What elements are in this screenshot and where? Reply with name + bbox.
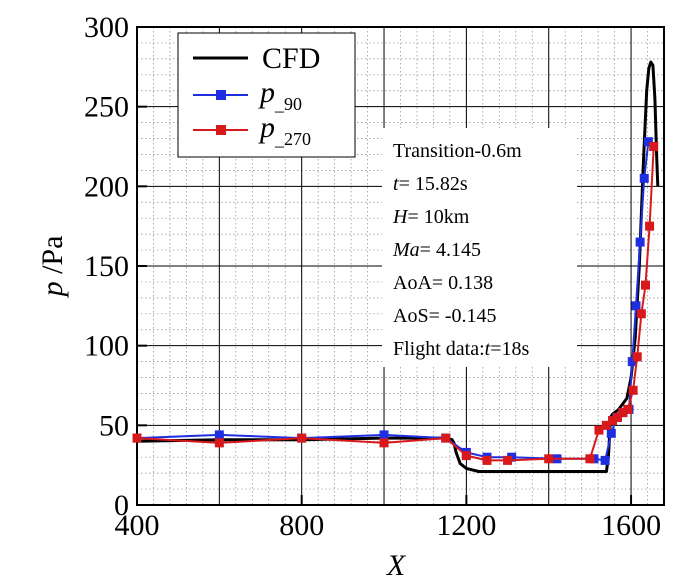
annotation-aos: AoS= -0.145 [393, 305, 497, 327]
legend-label-p270-sub: _270 [274, 129, 311, 149]
data-point-p270 [482, 455, 492, 465]
legend-marker-p90 [216, 90, 226, 100]
data-point-p90 [643, 137, 653, 147]
annotation-flight-data: Flight data:t=18s [393, 338, 530, 360]
x-tick-labels: 400 800 1200 1600 [115, 509, 662, 542]
legend-marker-p270 [216, 125, 226, 135]
series-p270 [132, 142, 659, 465]
data-point-p90 [600, 455, 610, 465]
y-tick-label: 150 [84, 250, 129, 283]
data-point-p90 [639, 173, 649, 183]
axis-ticks [136, 26, 633, 506]
data-point-p270 [594, 425, 604, 435]
data-point-p90 [606, 428, 616, 438]
annotation-time: t= 15.82s [393, 173, 468, 195]
y-tick-label: 50 [99, 409, 129, 442]
x-tick-label: 400 [115, 509, 160, 542]
data-point-p270 [585, 454, 595, 464]
series-layer [132, 60, 660, 473]
legend-label-p90: p_90 [258, 76, 302, 114]
data-point-p270 [612, 412, 622, 422]
legend-entry-p90: p_90 [193, 76, 302, 114]
data-point-p270 [214, 438, 224, 448]
data-point-p270 [297, 433, 307, 443]
data-point-p270 [544, 454, 554, 464]
y-tick-label: 0 [114, 489, 129, 522]
data-point-p270 [618, 408, 628, 418]
data-point-p270 [461, 451, 471, 461]
data-point-p90 [379, 430, 389, 440]
data-point-p270 [601, 420, 611, 430]
legend-entry-cfd: CFD [193, 42, 320, 75]
y-tick-label: 100 [84, 330, 129, 363]
x-tick-label: 1600 [601, 509, 661, 542]
x-tick-label: 800 [279, 509, 324, 542]
y-tick-label: 300 [84, 11, 129, 44]
data-point-p90 [631, 301, 641, 311]
y-tick-label: 200 [84, 170, 129, 203]
series-line-p90 [136, 141, 650, 462]
y-tick-label: 250 [84, 91, 129, 124]
annotation-transition: Transition-0.6m [393, 140, 522, 162]
data-point-p270 [441, 433, 451, 443]
y-axis-title-unit: /Pa [36, 236, 69, 282]
data-point-p270 [640, 280, 650, 290]
y-tick-labels: 0 50 100 150 200 250 300 [84, 11, 129, 522]
annotation-aoa: AoA= 0.138 [393, 272, 493, 294]
legend: CFD p_90 p_270 [177, 32, 356, 158]
data-point-p90 [635, 237, 645, 247]
annotation-mach: Ma= 4.145 [392, 239, 481, 261]
data-point-p270 [649, 142, 659, 151]
x-tick-label: 1200 [436, 509, 496, 542]
data-point-p270 [608, 416, 618, 426]
legend-label-p90-sub: _90 [274, 94, 302, 114]
data-point-p90 [627, 357, 637, 367]
data-point-p270 [379, 438, 389, 448]
legend-label-p270: p_270 [258, 111, 311, 149]
data-point-p270 [632, 352, 642, 362]
data-point-p90 [214, 430, 224, 440]
y-axis-title-symbol: p [36, 281, 69, 298]
data-point-p270 [628, 385, 638, 395]
y-axis-title: p /Pa [36, 236, 69, 299]
legend-label-cfd: CFD [262, 42, 320, 75]
x-axis-title: X [386, 549, 407, 582]
data-point-p270 [132, 433, 142, 443]
annotation-altitude: H= 10km [392, 206, 470, 228]
data-point-p270 [623, 404, 633, 414]
flight-info-annotation: Transition-0.6m t= 15.82s H= 10km Ma= 4.… [382, 128, 577, 367]
data-point-p270 [503, 455, 513, 465]
annotation-box [382, 128, 577, 367]
data-point-p270 [636, 309, 646, 319]
legend-label-p90-symbol: p [258, 76, 275, 109]
legend-entry-p270: p_270 [193, 111, 311, 149]
data-point-p270 [645, 221, 655, 231]
legend-label-p270-symbol: p [258, 111, 275, 144]
